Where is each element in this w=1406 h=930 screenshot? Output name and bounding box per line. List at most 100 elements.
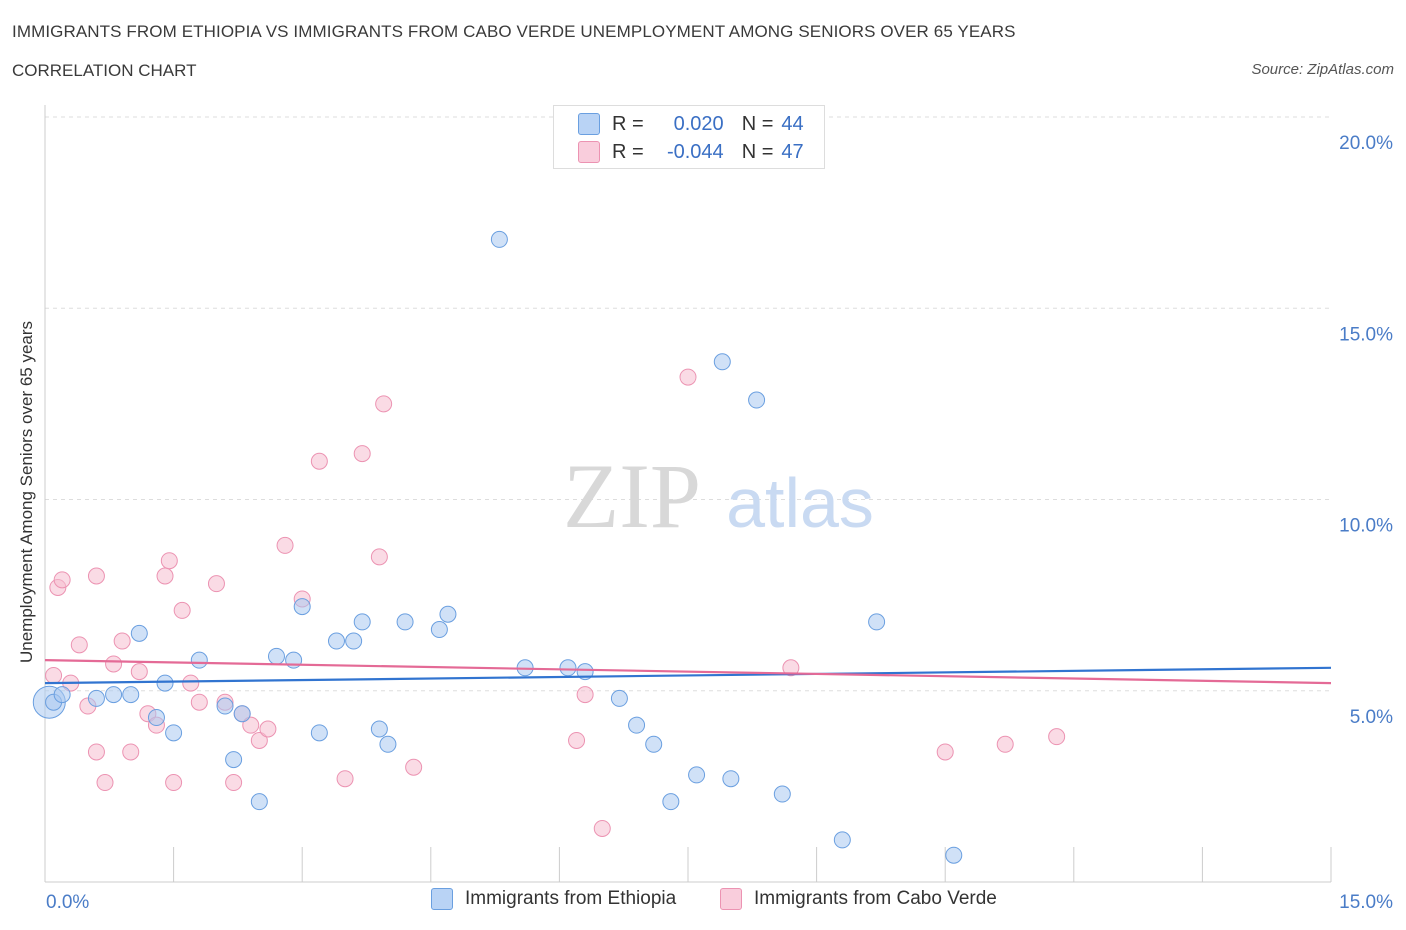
data-point-ethiopia	[748, 391, 766, 409]
data-point-caboverde	[225, 774, 243, 792]
stats-legend: R = 0.020 N = 44 R = -0.044 N = 47	[553, 105, 825, 169]
chart-title: IMMIGRANTS FROM ETHIOPIA VS IMMIGRANTS F…	[12, 22, 1016, 41]
data-point-caboverde	[375, 395, 393, 413]
data-point-caboverde	[207, 575, 225, 593]
bottom-legend-ethiopia: Immigrants from Ethiopia	[431, 888, 676, 910]
data-point-caboverde	[576, 686, 594, 704]
y-tick-label: 5.0%	[1350, 707, 1393, 728]
data-point-ethiopia	[190, 651, 208, 669]
data-point-caboverde	[276, 536, 294, 554]
data-point-ethiopia	[396, 613, 414, 631]
data-point-ethiopia	[87, 689, 105, 707]
data-point-ethiopia	[327, 632, 345, 650]
legend-n-value-ethiopia: 44	[781, 112, 804, 135]
data-point-caboverde	[353, 445, 371, 463]
data-point-ethiopia	[310, 724, 328, 742]
data-point-caboverde	[53, 571, 71, 589]
data-point-ethiopia	[345, 632, 363, 650]
data-point-ethiopia	[722, 770, 740, 788]
data-point-caboverde	[370, 548, 388, 566]
data-point-caboverde	[182, 674, 200, 692]
legend-row-caboverde: R = -0.044 N = 47	[578, 140, 804, 164]
data-point-ethiopia	[122, 686, 140, 704]
series-ethiopia-points	[32, 230, 963, 864]
data-point-caboverde	[593, 819, 611, 837]
data-point-caboverde	[113, 632, 131, 650]
trend-line-ethiopia	[44, 666, 1332, 685]
data-point-caboverde	[568, 731, 586, 749]
data-point-caboverde	[87, 743, 105, 761]
data-point-caboverde	[336, 770, 354, 788]
data-point-caboverde	[250, 731, 268, 749]
legend-r-label: R =	[612, 140, 644, 163]
data-point-ethiopia	[250, 793, 268, 811]
data-point-ethiopia	[945, 846, 963, 864]
data-point-ethiopia	[379, 735, 397, 753]
data-point-ethiopia	[370, 720, 388, 738]
watermark-atlas: atlas	[726, 464, 874, 542]
data-point-caboverde	[679, 368, 697, 386]
data-point-caboverde	[936, 743, 954, 761]
trend-line-caboverde	[44, 659, 1332, 685]
tick-labels: 5.0% 10.0% 15.0% 20.0% 0.0% 15.0%	[46, 133, 1393, 913]
legend-swatch-caboverde	[578, 141, 600, 163]
data-point-ethiopia	[225, 751, 243, 769]
y-tick-label: 15.0%	[1339, 324, 1393, 345]
data-point-caboverde	[1048, 728, 1066, 746]
data-point-caboverde	[156, 567, 174, 585]
data-point-caboverde	[996, 735, 1014, 753]
data-point-caboverde	[782, 659, 800, 677]
data-point-ethiopia	[147, 709, 165, 727]
data-point-ethiopia	[293, 598, 311, 616]
data-point-ethiopia	[105, 686, 123, 704]
bottom-legend-swatch-ethiopia	[431, 888, 453, 910]
data-point-ethiopia	[628, 716, 646, 734]
data-point-ethiopia	[559, 659, 577, 677]
data-point-caboverde	[242, 716, 260, 734]
source-credit: Source: ZipAtlas.com	[1251, 61, 1394, 78]
data-point-caboverde	[122, 743, 140, 761]
data-point-caboverde	[259, 720, 277, 738]
trend-lines	[44, 659, 1332, 685]
legend-r-label: R =	[612, 112, 644, 135]
data-point-ethiopia	[53, 686, 71, 704]
data-point-caboverde	[45, 666, 63, 684]
y-axis-label: Unemployment Among Seniors over 65 years	[17, 320, 36, 664]
data-point-caboverde	[190, 693, 208, 711]
data-point-ethiopia	[165, 724, 183, 742]
data-point-caboverde	[87, 567, 105, 585]
y-tick-label: 20.0%	[1339, 133, 1393, 154]
data-point-ethiopia	[868, 613, 886, 631]
legend-row-ethiopia: R = 0.020 N = 44	[578, 112, 804, 136]
data-point-ethiopia	[439, 605, 457, 623]
data-point-caboverde	[70, 636, 88, 654]
data-point-caboverde	[160, 552, 178, 570]
data-point-ethiopia	[490, 230, 508, 248]
data-point-ethiopia	[773, 785, 791, 803]
data-point-ethiopia	[430, 621, 448, 639]
chart-subtitle: CORRELATION CHART	[12, 61, 197, 80]
axes	[44, 105, 1332, 883]
data-point-caboverde	[405, 758, 423, 776]
data-point-ethiopia	[713, 353, 731, 371]
data-point-ethiopia	[662, 793, 680, 811]
data-point-caboverde	[310, 452, 328, 470]
gridlines	[45, 116, 1331, 692]
data-point-caboverde	[165, 774, 183, 792]
data-point-ethiopia	[267, 647, 285, 665]
x-tick-label: 0.0%	[46, 892, 89, 913]
data-point-ethiopia	[130, 624, 148, 642]
data-point-ethiopia	[688, 766, 706, 784]
legend-n-label: N =	[741, 112, 774, 135]
legend-swatch-ethiopia	[578, 113, 600, 135]
legend-r-value-ethiopia: 0.020	[673, 112, 724, 135]
data-point-ethiopia	[156, 674, 174, 692]
legend-n-value-caboverde: 47	[781, 140, 804, 163]
bottom-legend-label-caboverde: Immigrants from Cabo Verde	[754, 888, 997, 909]
data-point-caboverde	[96, 774, 114, 792]
data-point-ethiopia	[610, 689, 628, 707]
bottom-legend-label-ethiopia: Immigrants from Ethiopia	[465, 888, 677, 909]
data-point-caboverde	[130, 663, 148, 681]
legend-n-label: N =	[741, 140, 774, 163]
